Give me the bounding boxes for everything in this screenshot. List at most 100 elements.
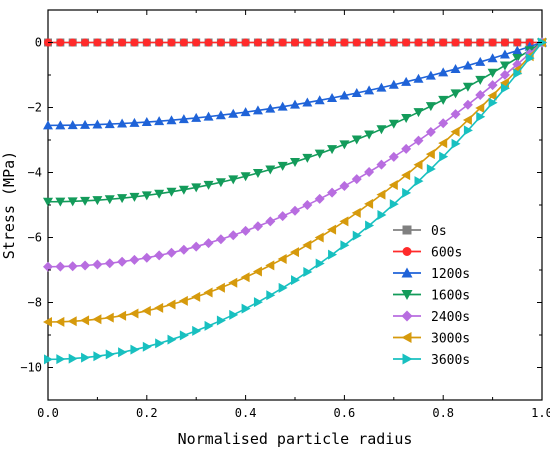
data-point bbox=[68, 353, 78, 364]
data-point bbox=[215, 178, 226, 188]
data-point bbox=[240, 225, 251, 236]
series-2400s bbox=[43, 37, 547, 272]
data-point bbox=[241, 38, 250, 47]
legend-label: 2400s bbox=[431, 310, 470, 325]
data-point bbox=[105, 38, 114, 47]
data-point bbox=[376, 189, 386, 200]
data-point bbox=[476, 38, 485, 47]
data-point bbox=[302, 153, 313, 163]
data-point bbox=[463, 38, 472, 47]
data-point bbox=[81, 38, 90, 47]
data-point bbox=[339, 140, 350, 150]
data-point bbox=[340, 38, 349, 47]
data-point bbox=[43, 261, 53, 272]
data-point bbox=[388, 180, 398, 191]
data-point bbox=[291, 275, 300, 286]
data-point bbox=[154, 116, 165, 126]
data-point bbox=[315, 258, 325, 269]
data-point bbox=[364, 130, 375, 140]
data-point bbox=[450, 89, 461, 99]
data-point bbox=[413, 159, 423, 170]
data-point bbox=[487, 80, 498, 91]
data-point bbox=[426, 38, 435, 47]
data-point bbox=[463, 125, 473, 136]
data-point bbox=[364, 167, 375, 178]
data-point bbox=[130, 344, 140, 355]
data-point bbox=[351, 88, 362, 98]
data-point bbox=[166, 299, 176, 310]
data-point bbox=[155, 338, 165, 349]
data-point bbox=[351, 135, 362, 145]
data-point bbox=[425, 102, 436, 112]
data-point bbox=[55, 261, 66, 272]
data-point bbox=[290, 247, 299, 258]
data-point bbox=[154, 189, 165, 199]
data-point bbox=[105, 349, 115, 360]
data-point bbox=[302, 97, 313, 107]
data-point bbox=[228, 108, 239, 118]
data-point bbox=[500, 38, 509, 47]
data-point bbox=[215, 234, 226, 245]
data-point bbox=[80, 196, 91, 206]
legend-item: 1200s bbox=[393, 267, 470, 282]
data-point bbox=[68, 38, 77, 47]
data-point bbox=[104, 119, 115, 129]
series-3600s bbox=[44, 37, 547, 365]
data-point bbox=[141, 305, 151, 316]
data-point bbox=[450, 126, 460, 137]
data-point bbox=[129, 308, 139, 319]
y-tick-label: −10 bbox=[20, 361, 42, 375]
data-point bbox=[117, 256, 128, 267]
data-point bbox=[291, 38, 299, 47]
data-point bbox=[80, 315, 90, 326]
data-point bbox=[252, 266, 262, 277]
data-point bbox=[204, 38, 213, 47]
data-point bbox=[203, 111, 214, 121]
data-point bbox=[141, 252, 152, 263]
data-point bbox=[487, 53, 498, 63]
data-point bbox=[327, 224, 337, 235]
data-point bbox=[252, 105, 263, 115]
data-point bbox=[228, 230, 239, 241]
data-point bbox=[104, 258, 115, 269]
data-point bbox=[266, 38, 275, 47]
data-point bbox=[388, 151, 399, 162]
data-point bbox=[43, 317, 52, 327]
data-point bbox=[167, 38, 176, 47]
data-point bbox=[118, 347, 128, 358]
data-point bbox=[56, 354, 66, 365]
data-point bbox=[377, 209, 387, 220]
data-point bbox=[265, 260, 275, 271]
data-point bbox=[92, 196, 103, 206]
data-point bbox=[240, 172, 251, 182]
data-point bbox=[44, 354, 53, 365]
legend-marker bbox=[401, 310, 413, 322]
data-point bbox=[376, 159, 387, 170]
legend-marker bbox=[401, 290, 413, 300]
data-point bbox=[462, 115, 472, 126]
legend-label: 0s bbox=[431, 224, 447, 239]
x-tick-label: 1.0 bbox=[531, 406, 550, 420]
data-point bbox=[376, 125, 387, 135]
data-point bbox=[525, 53, 535, 64]
data-point bbox=[438, 95, 449, 105]
data-point bbox=[438, 138, 448, 149]
data-point bbox=[277, 161, 288, 171]
data-point bbox=[462, 99, 473, 110]
data-point bbox=[167, 334, 177, 345]
data-point bbox=[402, 187, 412, 198]
data-point bbox=[104, 195, 115, 205]
data-point bbox=[413, 135, 424, 146]
data-point bbox=[438, 67, 449, 77]
data-point bbox=[475, 56, 486, 66]
data-point bbox=[451, 38, 460, 47]
data-point bbox=[141, 117, 152, 127]
data-point bbox=[80, 260, 91, 271]
ticks-layer: 0.0 0.2 0.4 0.6 0.8 1.0 0 −2 −4 −6 −8 −10 bbox=[20, 9, 550, 420]
data-point bbox=[129, 254, 140, 265]
data-point bbox=[438, 118, 449, 129]
data-point bbox=[512, 45, 523, 55]
data-point bbox=[130, 38, 139, 47]
